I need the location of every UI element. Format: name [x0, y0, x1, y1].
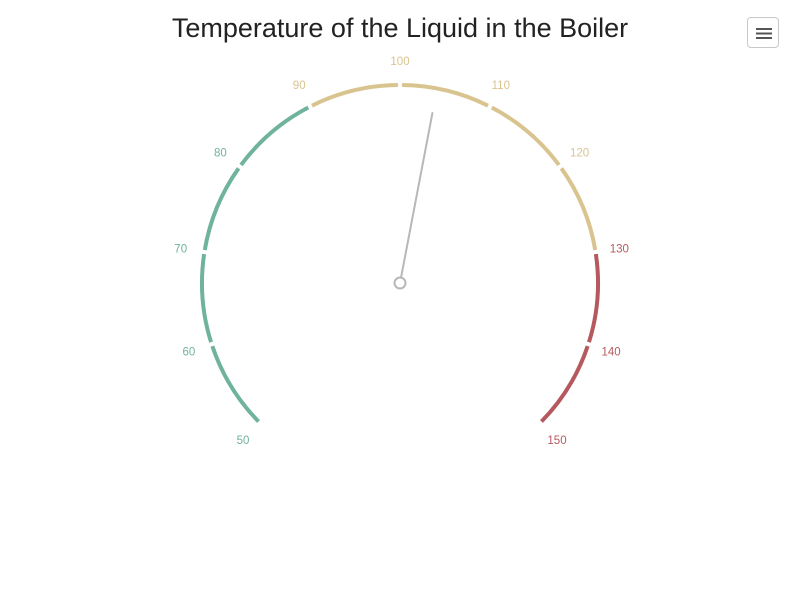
gauge-tick-label: 90	[293, 80, 306, 92]
gauge-arc-segment	[200, 253, 213, 343]
gauge-tick-label: 50	[237, 435, 250, 447]
gauge-arc-segment	[202, 167, 241, 251]
gauge-arc-segment	[311, 83, 398, 108]
gauge-arc-segment	[239, 105, 310, 167]
gauge-tick-label: 150	[547, 435, 566, 447]
gauge-tick-label: 110	[492, 80, 510, 92]
hamburger-menu-icon	[756, 28, 772, 39]
gauge-arc-segment	[587, 253, 600, 343]
gauge-needle-pivot	[393, 276, 407, 290]
chart-menu-button[interactable]	[747, 17, 779, 48]
gauge-tick-label: 60	[183, 347, 196, 359]
gauge-tick-label: 120	[570, 148, 589, 160]
gauge-arc-segment	[540, 345, 590, 423]
gauge-arc-segment	[402, 83, 489, 108]
gauge-tick-label: 80	[214, 148, 227, 160]
gauge-tick-label: 140	[602, 347, 621, 359]
gauge-tick-label: 100	[390, 56, 409, 68]
gauge-tick-label: 130	[610, 243, 629, 255]
gauge-arc-segment	[210, 345, 260, 423]
gauge-arc-segment	[490, 105, 561, 167]
gauge-arc-segment	[559, 167, 598, 251]
gauge-tick-label: 70	[174, 243, 187, 255]
gauge-needle	[400, 112, 434, 279]
chart-title: Temperature of the Liquid in the Boiler	[171, 13, 629, 43]
